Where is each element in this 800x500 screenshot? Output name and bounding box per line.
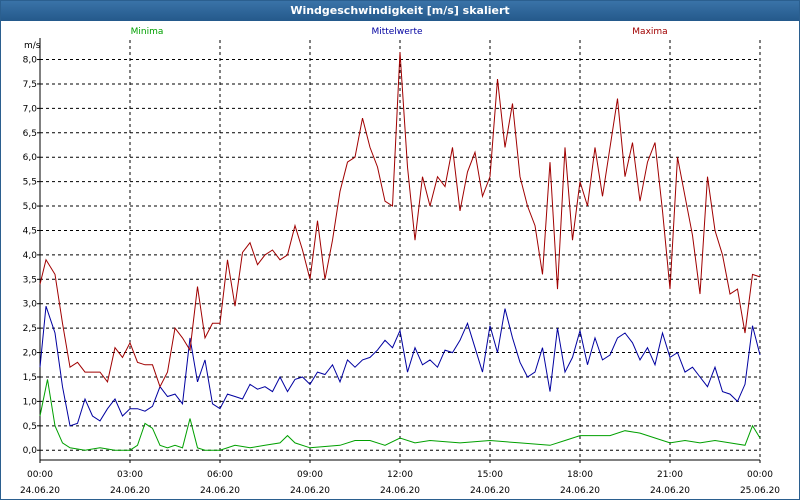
x-tick-time-6: 18:00 [567, 470, 593, 480]
x-tick-date-6: 24.06.20 [560, 486, 600, 496]
y-tick-label-13: 6,5 [23, 129, 37, 139]
chart-legend: Minima Mittelwerte Maxima [131, 27, 668, 37]
x-tick-date-1: 24.06.20 [110, 486, 150, 496]
y-axis-label: m/s [24, 41, 41, 51]
x-tick-time-8: 00:00 [747, 470, 773, 480]
y-tick-label-4: 2,0 [23, 349, 38, 359]
series-lines [39, 52, 761, 451]
x-tick-time-3: 09:00 [297, 470, 323, 480]
x-tick-time-2: 06:00 [207, 470, 233, 480]
x-tick-time-7: 21:00 [657, 470, 683, 480]
x-axis-ticks: 00:00 24.06.20 03:00 24.06.20 06:00 24.06.20 0… [20, 460, 780, 496]
x-tick-date-2: 24.06.20 [200, 486, 240, 496]
x-tick-date-7: 24.06.20 [650, 486, 690, 496]
x-tick-date-8: 25.06.20 [740, 486, 780, 496]
y-tick-label-16: 8,0 [23, 56, 38, 66]
x-tick-date-3: 24.06.20 [290, 486, 330, 496]
chart-title: Windgeschwindigkeit [m/s] skaliert [1, 1, 799, 21]
y-tick-label-7: 3,5 [23, 275, 37, 285]
y-tick-label-0: 0,0 [23, 446, 38, 456]
x-tick-date-0: 24.06.20 [20, 486, 60, 496]
x-tick-time-1: 03:00 [117, 470, 143, 480]
x-tick-time-0: 00:00 [27, 470, 53, 480]
y-tick-label-5: 2,5 [23, 324, 37, 334]
x-tick-time-5: 15:00 [477, 470, 503, 480]
y-tick-label-12: 6,0 [23, 153, 38, 163]
y-tick-label-3: 1,5 [23, 373, 37, 383]
series-line-minima [39, 379, 761, 451]
legend-maxima: Maxima [632, 27, 667, 37]
x-tick-date-4: 24.06.20 [380, 486, 420, 496]
y-tick-label-15: 7,5 [23, 80, 37, 90]
legend-minima: Minima [131, 27, 164, 37]
y-tick-label-9: 4,5 [23, 226, 37, 236]
y-tick-label-2: 1,0 [23, 397, 38, 407]
x-tick-date-5: 24.06.20 [470, 486, 510, 496]
legend-mittelwerte: Mittelwerte [371, 27, 422, 37]
y-tick-label-14: 7,0 [23, 104, 38, 114]
y-tick-label-10: 5,0 [23, 202, 38, 212]
y-axis-ticks: 0,0 0,5 1,0 1,5 2,0 2,5 3,0 3,5 4,0 4,5 5,0 5,5 6,0 6… [23, 56, 40, 456]
y-tick-label-1: 0,5 [23, 422, 37, 432]
y-tick-label-11: 5,5 [23, 178, 37, 188]
y-tick-label-8: 4,0 [23, 251, 38, 261]
x-tick-time-4: 12:00 [387, 470, 413, 480]
chart-grid [39, 40, 761, 460]
series-line-maxima [39, 52, 761, 388]
y-tick-label-6: 3,0 [23, 300, 38, 310]
